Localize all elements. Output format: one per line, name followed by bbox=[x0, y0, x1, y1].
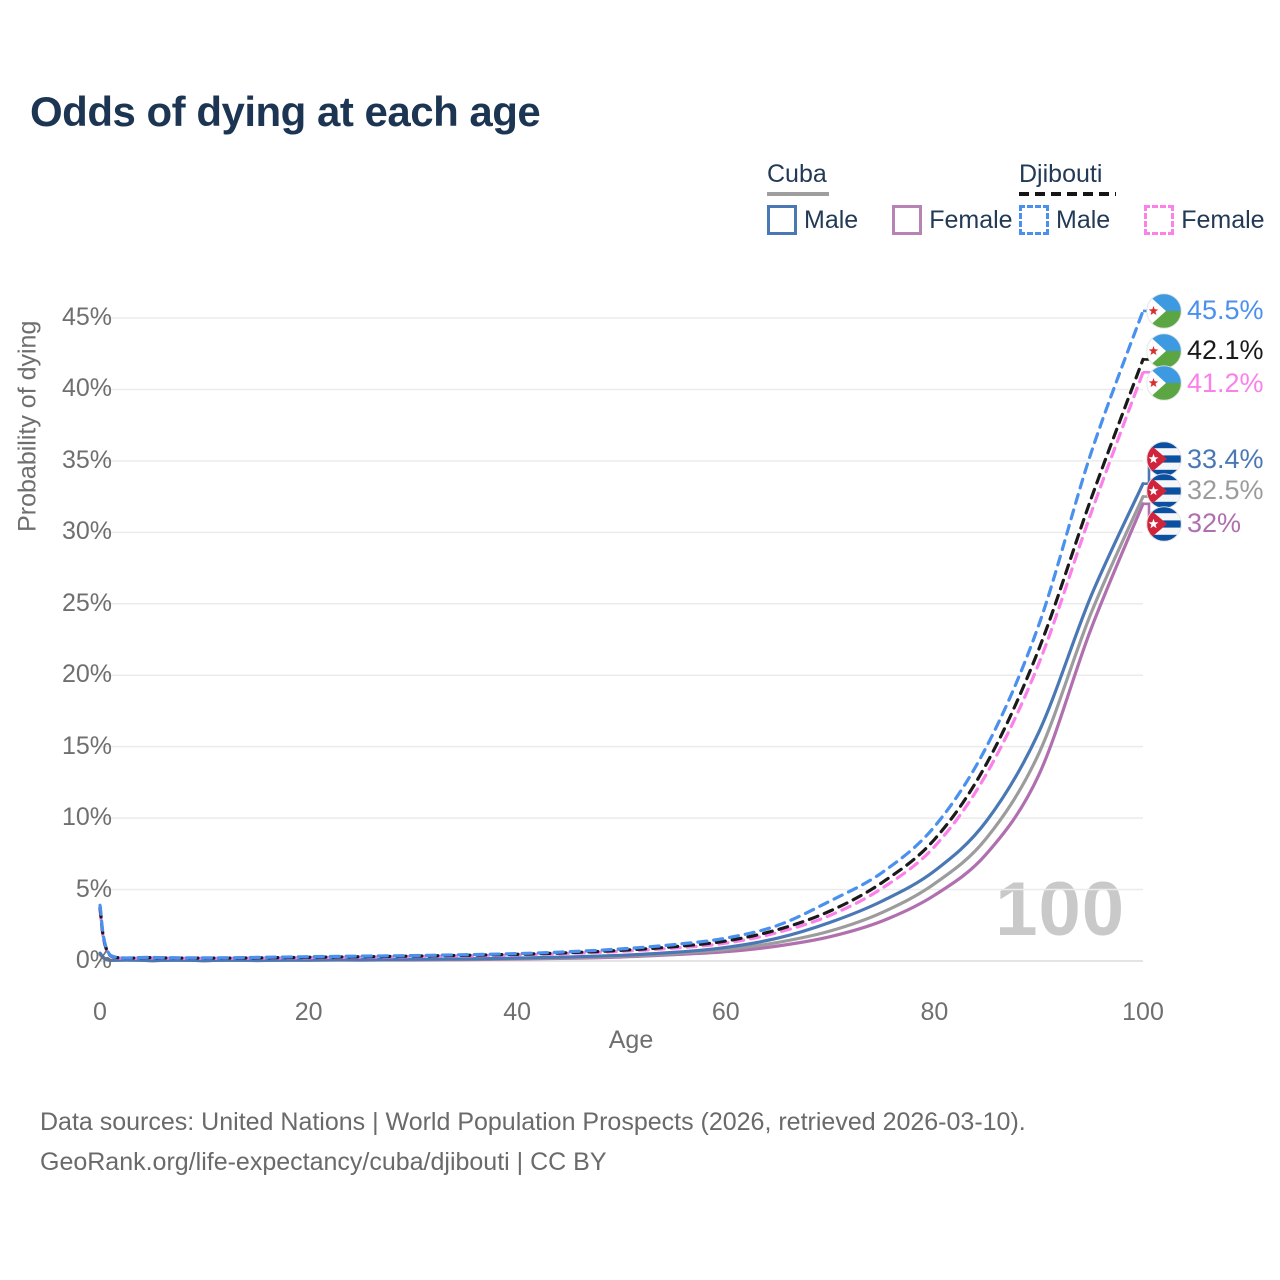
end-label-value: 32.5% bbox=[1187, 475, 1264, 506]
y-tick-label-15: 15% bbox=[61, 731, 112, 760]
x-tick-label-40: 40 bbox=[503, 998, 532, 1026]
y-tick-label-0: 0% bbox=[75, 946, 112, 974]
end-label-djibouti-male[interactable]: 45.5% bbox=[1146, 293, 1264, 329]
series-line-cuba-male[interactable] bbox=[98, 482, 1145, 963]
y-tick-label-30: 30% bbox=[61, 517, 112, 546]
djibouti-flag-icon bbox=[1146, 365, 1182, 401]
legend-row: Male Female bbox=[1019, 205, 1280, 235]
y-tick-label-45: 45% bbox=[61, 302, 112, 331]
end-label-value: 42.1% bbox=[1187, 335, 1264, 366]
y-tick-label-25: 25% bbox=[61, 588, 112, 617]
djibouti-flag-icon bbox=[1146, 333, 1182, 369]
end-label-value: 33.4% bbox=[1187, 443, 1264, 474]
x-axis-title: Age bbox=[608, 1026, 654, 1054]
y-axis-title: Probability of dying bbox=[13, 320, 42, 532]
end-label-cuba[interactable]: 32.5% bbox=[1146, 473, 1264, 509]
x-tick-label-20: 20 bbox=[294, 998, 323, 1026]
end-label-value: 45.5% bbox=[1187, 295, 1264, 326]
y-tick-label-5: 5% bbox=[75, 874, 112, 903]
y-tick-label-40: 40% bbox=[61, 374, 112, 403]
y-tick-label-20: 20% bbox=[61, 660, 112, 689]
end-label-djibouti-female[interactable]: 41.2% bbox=[1146, 365, 1264, 401]
data-sources-text: Data sources: United Nations | World Pop… bbox=[40, 1108, 1026, 1136]
legend-item-label: Female bbox=[1181, 205, 1265, 234]
series-line-cuba[interactable] bbox=[98, 495, 1145, 963]
series-line-cuba-female[interactable] bbox=[98, 502, 1145, 963]
djibouti-male-swatch bbox=[1019, 205, 1049, 235]
cuba-flag-icon bbox=[1146, 506, 1182, 542]
legend-group-title: Djibouti bbox=[1019, 160, 1103, 188]
legend-item-cuba-male[interactable]: Male bbox=[767, 205, 858, 235]
end-label-value: 41.2% bbox=[1187, 367, 1264, 398]
cuba-male-swatch bbox=[767, 205, 797, 235]
legend-row: Male Female bbox=[767, 205, 1047, 235]
cuba-flag-icon bbox=[1146, 473, 1182, 509]
legend-item-label: Female bbox=[929, 205, 1013, 234]
page-title: Odds of dying at each age bbox=[30, 88, 541, 135]
legend-item-cuba-female[interactable]: Female bbox=[892, 205, 1013, 235]
connector-djibouti-female bbox=[1143, 371, 1156, 385]
legend-item-label: Male bbox=[804, 205, 859, 234]
age-watermark: 100 bbox=[995, 867, 1125, 952]
cuba-line-style-swatch bbox=[767, 192, 829, 196]
end-label-djibouti[interactable]: 42.1% bbox=[1146, 333, 1264, 369]
y-tick-label-10: 10% bbox=[61, 803, 112, 832]
x-tick-label-60: 60 bbox=[711, 998, 740, 1026]
legend-item-djibouti-male[interactable]: Male bbox=[1019, 205, 1110, 235]
djibouti-line-style-swatch bbox=[1019, 192, 1116, 196]
x-tick-label-80: 80 bbox=[920, 998, 949, 1026]
x-tick-label-100: 100 bbox=[1122, 998, 1164, 1026]
x-tick-label-0: 0 bbox=[93, 998, 107, 1026]
end-label-value: 32% bbox=[1187, 508, 1242, 539]
series-line-djibouti[interactable] bbox=[98, 357, 1145, 960]
series-line-djibouti-male[interactable] bbox=[98, 309, 1145, 960]
legend-group-djibouti: Djibouti Male Female bbox=[1019, 160, 1280, 235]
attribution-text: GeoRank.org/life-expectancy/cuba/djibout… bbox=[40, 1148, 607, 1176]
end-label-cuba-female[interactable]: 32% bbox=[1146, 506, 1241, 542]
gridlines bbox=[100, 317, 1143, 962]
y-tick-label-35: 35% bbox=[61, 445, 112, 474]
djibouti-flag-icon bbox=[1146, 293, 1182, 329]
legend-item-label: Male bbox=[1056, 205, 1111, 234]
legend-group-title: Cuba bbox=[767, 160, 827, 188]
legend-item-djibouti-female[interactable]: Female bbox=[1144, 205, 1265, 235]
cuba-female-swatch bbox=[892, 205, 923, 235]
legend-group-cuba: Cuba Male Female bbox=[767, 160, 1047, 235]
djibouti-female-swatch bbox=[1144, 205, 1175, 235]
